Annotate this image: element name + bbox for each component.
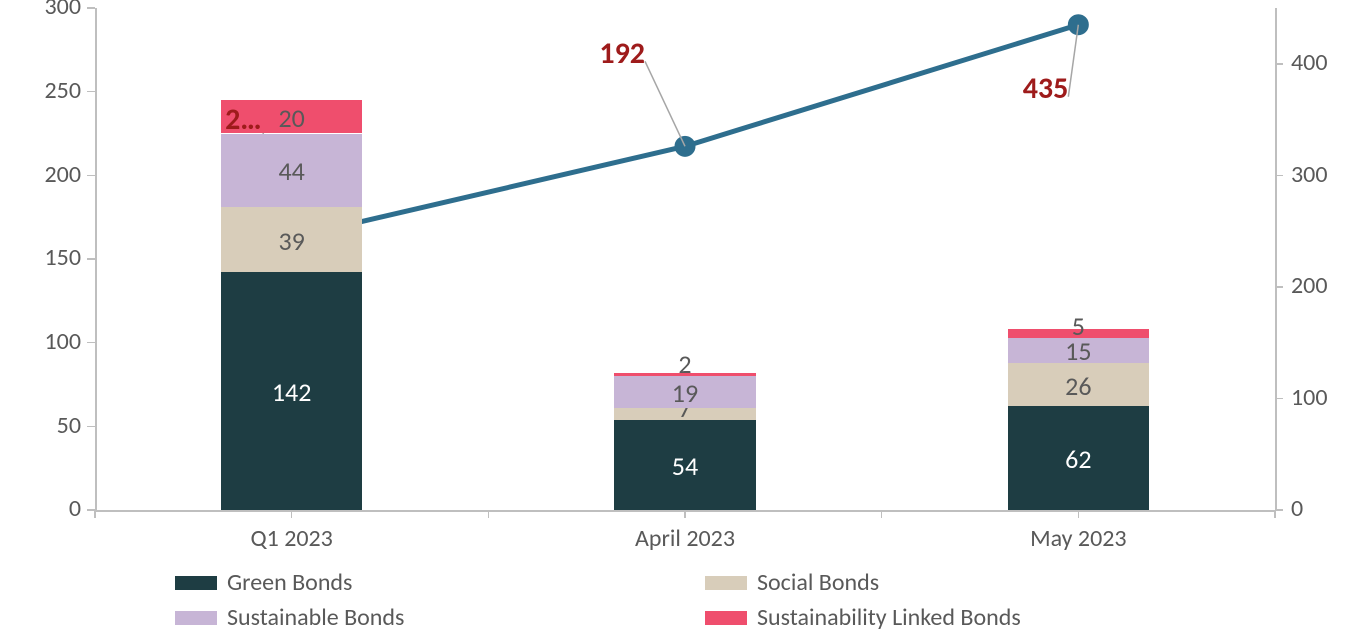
- legend-label: Sustainable Bonds: [227, 603, 404, 632]
- legend-label: Social Bonds: [757, 568, 879, 597]
- bar-value-label: 54: [614, 450, 756, 482]
- bar-value-label: 142: [221, 376, 363, 408]
- bar-value-label: 44: [221, 155, 363, 187]
- bar-seg-sustainable-bonds: 19: [614, 376, 756, 408]
- legend-swatch: [175, 611, 217, 625]
- legend-item: Social Bonds: [705, 568, 1195, 597]
- bar-seg-sustainability-linked-bonds: 2: [614, 373, 756, 376]
- legend-item: Sustainability Linked Bonds: [705, 603, 1195, 632]
- bar-value-label: 26: [1008, 370, 1150, 402]
- bar-seg-green-bonds: 62: [1008, 406, 1150, 510]
- legend-swatch: [175, 576, 217, 590]
- bar-seg-sustainability-linked-bonds: 5: [1008, 329, 1150, 337]
- line-value-label: 192: [485, 35, 645, 72]
- legend-swatch: [705, 576, 747, 590]
- y-right-tick-label: 100: [1291, 383, 1328, 412]
- y-left-tick-label: 300: [45, 0, 82, 21]
- bar-value-label: 62: [1008, 443, 1150, 475]
- y-right-tick-label: 200: [1291, 271, 1328, 300]
- line-value-label: 435: [908, 70, 1068, 107]
- legend-swatch: [705, 611, 747, 625]
- bar-seg-green-bonds: 142: [221, 272, 363, 510]
- bar-seg-social-bonds: 39: [221, 207, 363, 272]
- y-left-tick-label: 50: [57, 411, 81, 440]
- legend-item: Sustainable Bonds: [175, 603, 665, 632]
- legend: Green Bonds Social Bonds Sustainable Bonds…: [175, 568, 1195, 632]
- bar-seg-green-bonds: 54: [614, 420, 756, 510]
- bar-seg-social-bonds: 7: [614, 408, 756, 420]
- x-category-label: April 2023: [565, 524, 805, 553]
- line-value-label: 2…: [102, 101, 262, 138]
- legend-item: Green Bonds: [175, 568, 665, 597]
- bond-chart: Green Bonds Social Bonds Sustainable Bonds…: [0, 0, 1357, 644]
- x-category-label: May 2023: [958, 524, 1198, 553]
- y-axis-left: [95, 8, 97, 510]
- legend-label: Green Bonds: [227, 568, 352, 597]
- y-left-tick-label: 200: [45, 160, 82, 189]
- y-left-tick-label: 150: [45, 243, 82, 272]
- bar-seg-social-bonds: 26: [1008, 363, 1150, 407]
- y-right-tick-label: 0: [1291, 494, 1303, 523]
- bar-seg-sustainable-bonds: 15: [1008, 338, 1150, 363]
- bar-value-label: 15: [1008, 335, 1150, 367]
- x-category-label: Q1 2023: [172, 524, 412, 553]
- y-axis-right: [1275, 8, 1277, 510]
- bar-value-label: 39: [221, 225, 363, 257]
- y-right-tick-label: 300: [1291, 160, 1328, 189]
- y-left-tick-label: 0: [69, 494, 81, 523]
- bar-seg-sustainable-bonds: 44: [221, 134, 363, 208]
- y-left-tick-label: 100: [45, 327, 82, 356]
- y-left-tick-label: 250: [45, 76, 82, 105]
- y-right-tick-label: 400: [1291, 48, 1328, 77]
- bar-value-label: 19: [614, 377, 756, 409]
- legend-label: Sustainability Linked Bonds: [757, 603, 1021, 632]
